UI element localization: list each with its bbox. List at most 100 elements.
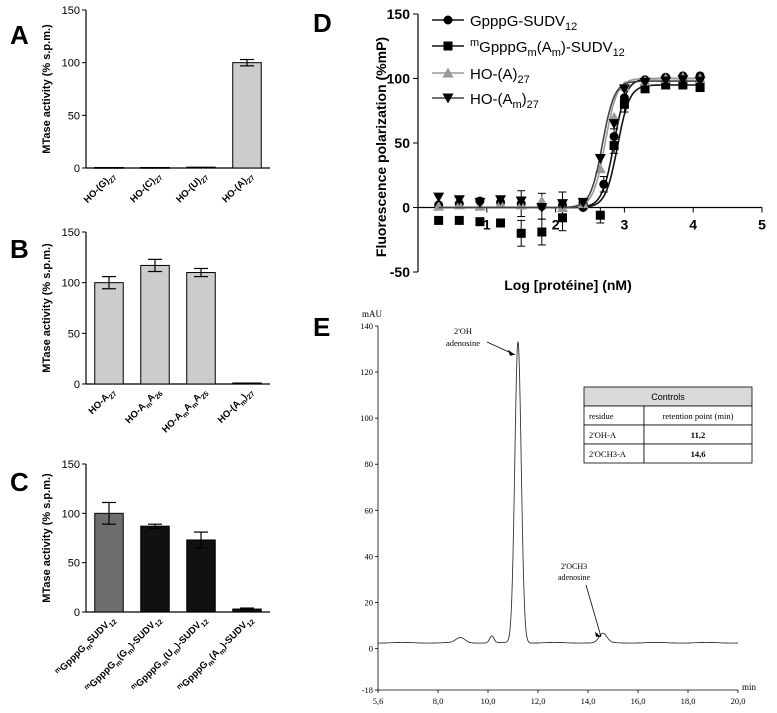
panel-A-bar [186,166,216,169]
panel-B-y-tick-label: 50 [68,328,80,340]
panel-d-point-series-3 [608,119,620,130]
panel-A-bar [140,166,170,169]
panel-d-point-series-1 [595,210,605,220]
panel-C-y-tick-label: 0 [74,607,80,619]
panel-e-table-value: 11,2 [691,430,705,440]
panel-e-peak-arrow-2och3 [585,584,602,637]
panel-e-x-axis-unit: min [742,682,757,692]
panel-d-y-tick-label: 50 [394,135,410,151]
panel-d-point-series-3 [453,195,465,206]
panel-e-y-tick-label: 80 [365,459,374,469]
panel-e-y-tick-label: 120 [360,367,373,377]
panel-B-bar [140,264,170,385]
panel-d-legend-marker-2 [442,67,454,78]
panel-A-y-axis-label: MTase activity (% s.p.m.) [41,24,53,154]
panel-B-y-tick-label: 0 [74,379,80,391]
panel-e-y-tick-label: 100 [360,413,373,423]
panel-d-x-axis-label: Log [protéine] (nM) [504,277,632,293]
panel-e-hplc-chromatogram: -18 0 20 40 60 80 100 120 140 5,6 8,0 10,0 12,0 14,0 1… [360,309,756,706]
panel-letter-c: C [10,467,29,497]
panel-b-bar-chart: 0 50 100 150 MTase activity (% s.p.m.) HO-A27… [41,227,270,436]
panel-d-y-tick-label: 0 [402,200,410,216]
panel-d-x-tick-label: 4 [689,217,697,233]
panel-e-y-tick-label: 40 [365,551,374,561]
panel-A-category-label-1: HO-(C)27 [128,170,164,206]
panel-e-peak-label-2och3-adenosine: adenosine [558,573,590,582]
panel-d-point-series-3 [433,192,445,203]
panel-A-bar [94,166,124,169]
panel-d-point-series-1 [640,84,650,94]
panel-e-peak-label-2och3: 2'OCH3 [561,562,587,571]
panel-C-bar [94,512,124,613]
panel-d-y-tick-label: 150 [387,6,411,22]
panel-e-x-tick-label: 5,6 [373,696,384,706]
panel-B-category-label-1: HO-AmA26 [123,386,164,427]
panel-e-x-tick-label: 10,0 [481,696,496,706]
panel-c-bar-chart: 0 50 100 150 MTase activity (% s.p.m.) mGpppG… [41,459,270,695]
panel-e-table-value: 14,6 [691,449,706,459]
panel-d-point-series-1 [496,218,506,228]
panel-d-legend-label-2: HO-(A)27 [470,66,530,86]
panel-C-category-label-3: mGpppGm(Am)-SUDV12 [176,614,257,695]
panel-e-y-tick-label: 140 [360,321,373,331]
panel-B-y-tick-label: 150 [62,227,80,239]
panel-B-category-label-2: HO-AmAmA25 [160,386,210,436]
panel-d-x-tick-label: 5 [758,217,766,233]
panel-e-table-value: 2'OH-A [589,430,617,440]
panel-C-category-label-1: mGpppGm(Gm)-SUDV12 [83,614,164,695]
panel-d-legend-label-1: mGpppGm(Am)-SUDV12 [470,37,625,59]
panel-d-point-series-3 [660,76,672,87]
panel-B-bar [94,282,124,385]
panel-d-point-series-3 [474,197,486,208]
panel-e-y-tick-label: -18 [362,685,373,695]
panel-d-point-series-1 [516,228,526,238]
panel-d-point-series-3 [639,77,651,88]
panel-A-category-label-3: HO-(A)27 [220,170,256,206]
panel-A-y-tick-label: 50 [68,110,80,122]
panel-e-x-tick-label: 8,0 [433,696,444,706]
panel-d-point-series-0 [609,132,619,142]
panel-a-bar-chart: 0 50 100 150 MTase activity (% s.p.m.) HO-(G)… [41,5,270,207]
panel-e-x-tick-label: 20,0 [731,696,746,706]
panel-d-point-series-0 [599,179,609,189]
panel-e-y-tick-label: 60 [365,505,374,515]
panel-B-y-axis-label: MTase activity (% s.p.m.) [41,243,53,373]
panel-A-y-tick-label: 100 [62,58,80,70]
panel-e-x-tick-label: 12,0 [531,696,546,706]
panel-letter-e: E [313,312,330,342]
panel-e-peak-label-2oh-adenosine: adenosine [446,338,480,348]
panel-e-y-tick-label: 0 [369,644,373,654]
panel-d-point-series-1 [557,213,567,223]
panel-e-table-cell [643,443,753,464]
panel-d-point-series-3 [594,153,606,164]
panel-C-category-label-2: mGpppGm(Um)-SUDV12 [130,614,211,695]
panel-C-y-axis-label: MTase activity (% s.p.m.) [41,473,53,603]
panel-A-bar [232,62,262,169]
panel-d-x-tick-label: 1 [483,217,491,233]
panel-e-peak-label-2oh: 2'OH [454,326,472,336]
panel-d-point-series-3 [618,84,630,95]
panel-e-x-tick-label: 18,0 [681,696,696,706]
panel-d-point-series-3 [694,76,706,87]
panel-d-point-series-1 [619,99,629,109]
panel-letter-b: B [10,234,29,264]
panel-e-x-tick-label: 16,0 [631,696,646,706]
panel-C-bar [140,525,170,613]
panel-d-legend-marker-1 [443,41,453,51]
panel-d-point-series-1 [695,83,705,93]
panel-e-chromatogram-trace [378,341,738,644]
panel-C-y-tick-label: 50 [68,558,80,570]
panel-d-point-series-1 [537,227,547,237]
panel-B-category-label-3: HO-(Am)27 [216,386,257,427]
panel-d-point-series-3 [677,75,689,86]
panel-d-point-series-3 [556,199,568,210]
panel-A-category-label-2: HO-(U)27 [174,170,210,206]
panel-d-fit-curve-3 [438,80,701,209]
panel-A-category-label-0: HO-(G)27 [82,170,119,207]
panel-d-point-series-3 [536,203,548,213]
panel-B-y-tick-label: 100 [62,278,80,290]
panel-d-point-series-3 [577,197,589,208]
panel-e-table-header: residue [589,411,614,421]
panel-d-point-series-3 [515,196,527,207]
